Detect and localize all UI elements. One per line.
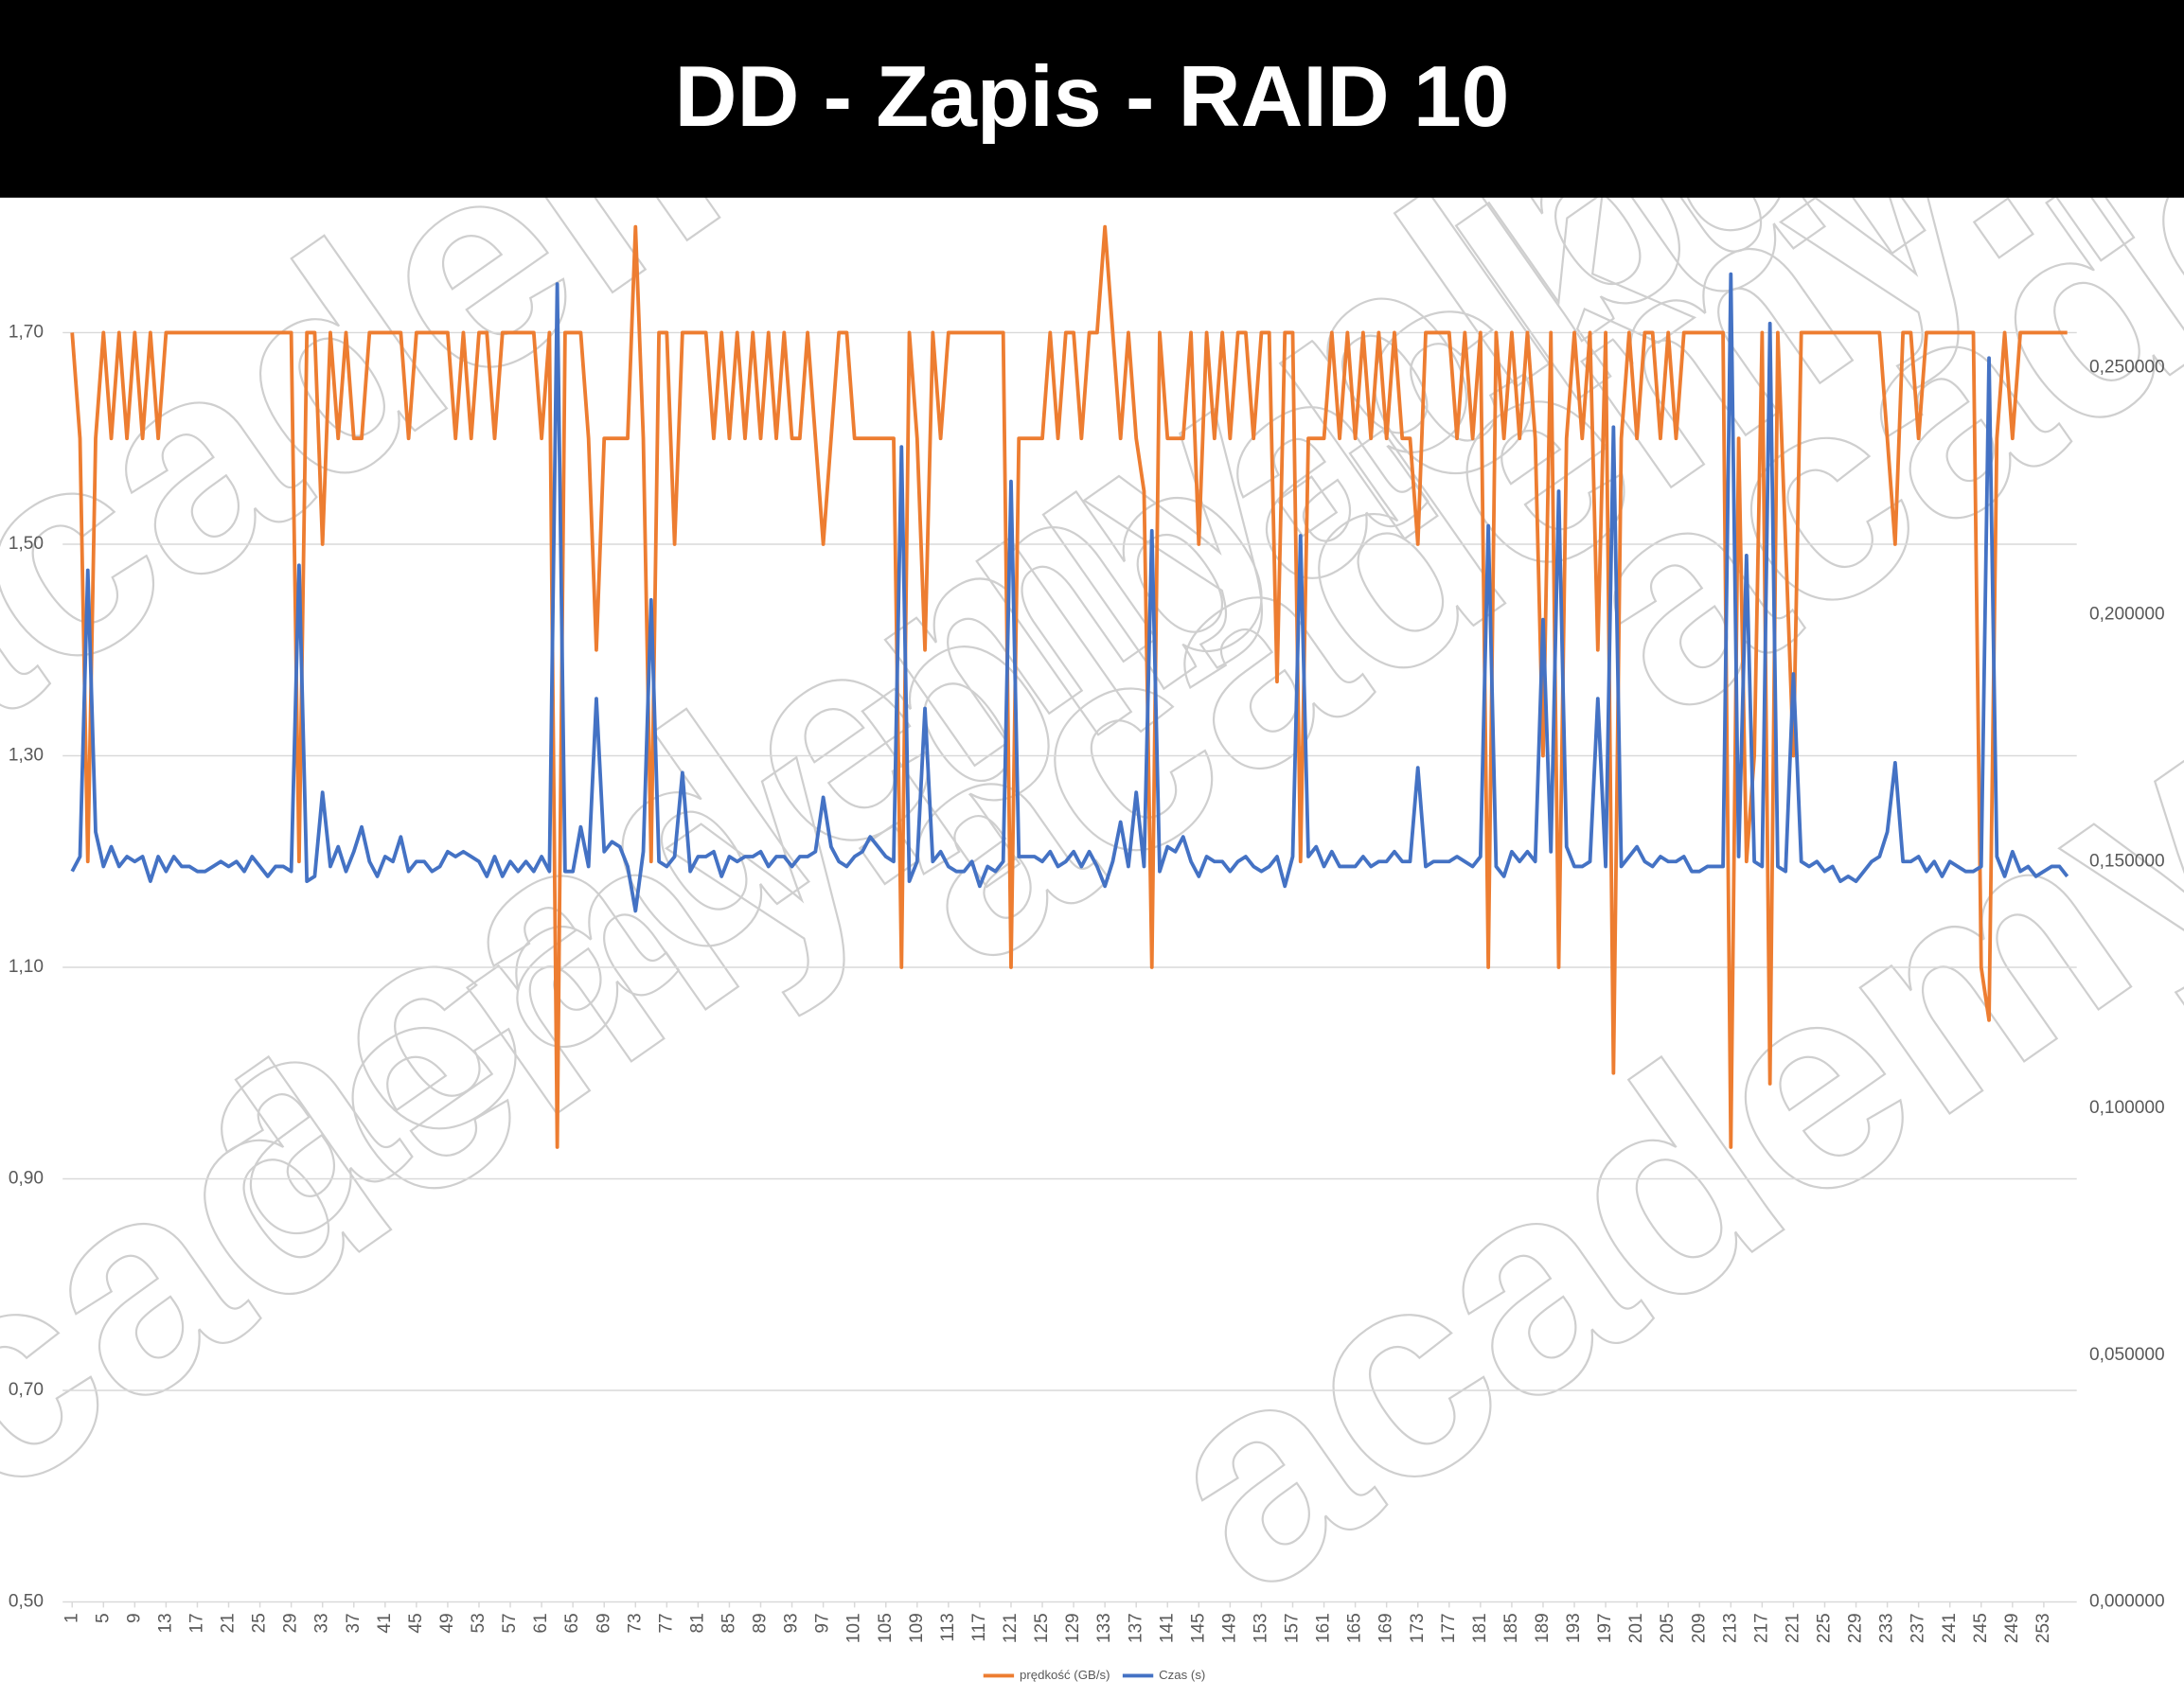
x-tick-label: 253 xyxy=(2033,1613,2053,1643)
chart-title: DD - Zapis - RAID 10 xyxy=(675,48,1510,145)
x-tick-label: 153 xyxy=(1251,1613,1270,1643)
x-tick-label: 165 xyxy=(1345,1613,1365,1643)
x-tick-label: 161 xyxy=(1314,1613,1334,1643)
x-tick-label: 177 xyxy=(1439,1613,1459,1643)
plot-area: academy.plbackupacademy.plbackupacademy.… xyxy=(0,0,2184,1654)
x-tick-label: 85 xyxy=(719,1613,738,1633)
x-tick-label: 9 xyxy=(124,1613,144,1623)
x-tick-label: 53 xyxy=(469,1613,488,1633)
x-tick-label: 189 xyxy=(1533,1613,1553,1643)
x-tick-label: 209 xyxy=(1689,1613,1709,1643)
x-tick-label: 237 xyxy=(1909,1613,1928,1643)
title-bar xyxy=(0,0,2184,198)
x-tick-label: 25 xyxy=(250,1613,270,1633)
y2-tick-label: 0,150000 xyxy=(2089,851,2165,871)
x-tick-label: 33 xyxy=(312,1613,332,1633)
x-tick-label: 197 xyxy=(1595,1613,1615,1643)
x-tick-label: 205 xyxy=(1658,1613,1678,1643)
x-tick-label: 45 xyxy=(406,1613,426,1633)
x-tick-label: 193 xyxy=(1564,1613,1584,1643)
x-tick-label: 233 xyxy=(1877,1613,1897,1643)
x-tick-label: 41 xyxy=(375,1613,395,1633)
y2-tick-label: 0,100000 xyxy=(2089,1098,2165,1118)
x-tick-label: 77 xyxy=(656,1613,676,1633)
x-tick-label: 93 xyxy=(782,1613,802,1633)
x-tick-label: 173 xyxy=(1408,1613,1428,1643)
x-tick-label: 217 xyxy=(1751,1613,1771,1643)
x-tick-label: 201 xyxy=(1626,1613,1646,1643)
x-tick-label: 105 xyxy=(876,1613,896,1643)
x-tick-label: 245 xyxy=(1971,1613,1991,1643)
x-tick-label: 241 xyxy=(1940,1613,1960,1643)
y-tick-label: 0,90 xyxy=(9,1169,44,1189)
y2-tick-label: 0,050000 xyxy=(2089,1345,2165,1365)
x-tick-label: 145 xyxy=(1188,1613,1208,1643)
x-tick-label: 137 xyxy=(1126,1613,1145,1643)
x-tick-label: 73 xyxy=(625,1613,645,1633)
y-tick-label: 0,70 xyxy=(9,1380,44,1400)
legend-label: prędkość (GB/s) xyxy=(1020,1668,1110,1682)
x-tick-label: 133 xyxy=(1094,1613,1114,1643)
x-tick-label: 129 xyxy=(1063,1613,1083,1643)
y-tick-label: 0,50 xyxy=(9,1592,44,1612)
series-line xyxy=(70,224,2068,1149)
x-tick-label: 13 xyxy=(155,1613,175,1633)
x-tick-label: 1 xyxy=(62,1613,81,1623)
x-tick-label: 169 xyxy=(1376,1613,1396,1643)
x-tick-label: 5 xyxy=(93,1613,113,1623)
x-tick-label: 89 xyxy=(751,1613,771,1633)
x-tick-label: 141 xyxy=(1157,1613,1177,1643)
series-line xyxy=(70,272,2069,913)
x-tick-label: 121 xyxy=(1001,1613,1021,1643)
x-tick-label: 65 xyxy=(562,1613,582,1633)
y-tick-label: 1,70 xyxy=(9,322,44,342)
y-tick-label: 1,30 xyxy=(9,746,44,766)
x-tick-label: 185 xyxy=(1501,1613,1521,1643)
x-tick-label: 213 xyxy=(1720,1613,1740,1643)
x-tick-label: 97 xyxy=(813,1613,833,1633)
x-tick-label: 157 xyxy=(1283,1613,1303,1643)
x-tick-label: 225 xyxy=(1815,1613,1835,1643)
x-tick-label: 149 xyxy=(1219,1613,1239,1643)
x-tick-label: 101 xyxy=(844,1613,864,1643)
y-tick-label: 1,10 xyxy=(9,957,44,977)
x-tick-label: 221 xyxy=(1783,1613,1802,1643)
x-tick-label: 81 xyxy=(687,1613,707,1633)
x-tick-label: 229 xyxy=(1846,1613,1866,1643)
legend-label: Czas (s) xyxy=(1159,1668,1205,1682)
x-tick-label: 21 xyxy=(219,1613,239,1633)
y2-tick-label: 0,000000 xyxy=(2089,1592,2165,1612)
x-tick-label: 249 xyxy=(2002,1613,2022,1643)
x-tick-label: 37 xyxy=(344,1613,364,1633)
x-tick-label: 57 xyxy=(500,1613,520,1633)
y2-tick-label: 0,250000 xyxy=(2089,358,2165,378)
x-tick-label: 113 xyxy=(938,1613,958,1641)
x-tick-label: 117 xyxy=(969,1613,989,1641)
x-tick-label: 125 xyxy=(1032,1613,1052,1643)
x-tick-label: 109 xyxy=(907,1613,927,1643)
x-tick-label: 69 xyxy=(594,1613,613,1633)
x-tick-label: 17 xyxy=(187,1613,207,1633)
x-tick-label: 29 xyxy=(281,1613,301,1633)
y-tick-label: 1,50 xyxy=(9,534,44,554)
x-tick-label: 61 xyxy=(531,1613,551,1633)
y2-tick-label: 0,200000 xyxy=(2089,605,2165,625)
x-tick-label: 181 xyxy=(1470,1613,1490,1643)
x-tick-label: 49 xyxy=(437,1613,457,1633)
